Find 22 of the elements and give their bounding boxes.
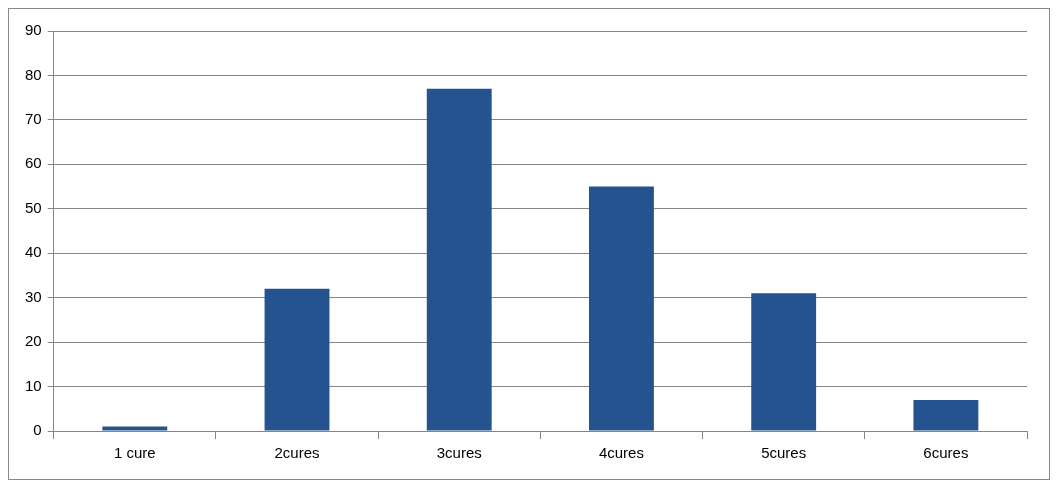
- x-tick-label: 6cures: [923, 444, 969, 462]
- x-tick-label: 3cures: [436, 444, 482, 462]
- y-tick-label: 80: [25, 65, 42, 83]
- bar: [102, 426, 168, 431]
- bar: [913, 399, 979, 431]
- y-tick-label: 0: [33, 421, 42, 439]
- y-tick-label: 70: [25, 110, 42, 128]
- x-tick-label: 1 cure: [113, 444, 156, 462]
- bar: [751, 293, 817, 431]
- y-tick-label: 40: [25, 243, 42, 261]
- bar: [426, 88, 492, 431]
- y-tick-label: 10: [25, 376, 42, 394]
- x-tick-label: 2cures: [274, 444, 320, 462]
- y-tick-label: 50: [25, 198, 42, 216]
- bar: [589, 186, 654, 431]
- x-tick-label: 5cures: [761, 444, 807, 462]
- y-tick-label: 30: [25, 287, 42, 305]
- x-tick-label: 4cures: [598, 444, 644, 462]
- y-tick-label: 60: [25, 154, 42, 172]
- y-tick-label: 20: [25, 332, 42, 350]
- bar: [264, 288, 330, 431]
- y-tick-label: 90: [25, 21, 42, 39]
